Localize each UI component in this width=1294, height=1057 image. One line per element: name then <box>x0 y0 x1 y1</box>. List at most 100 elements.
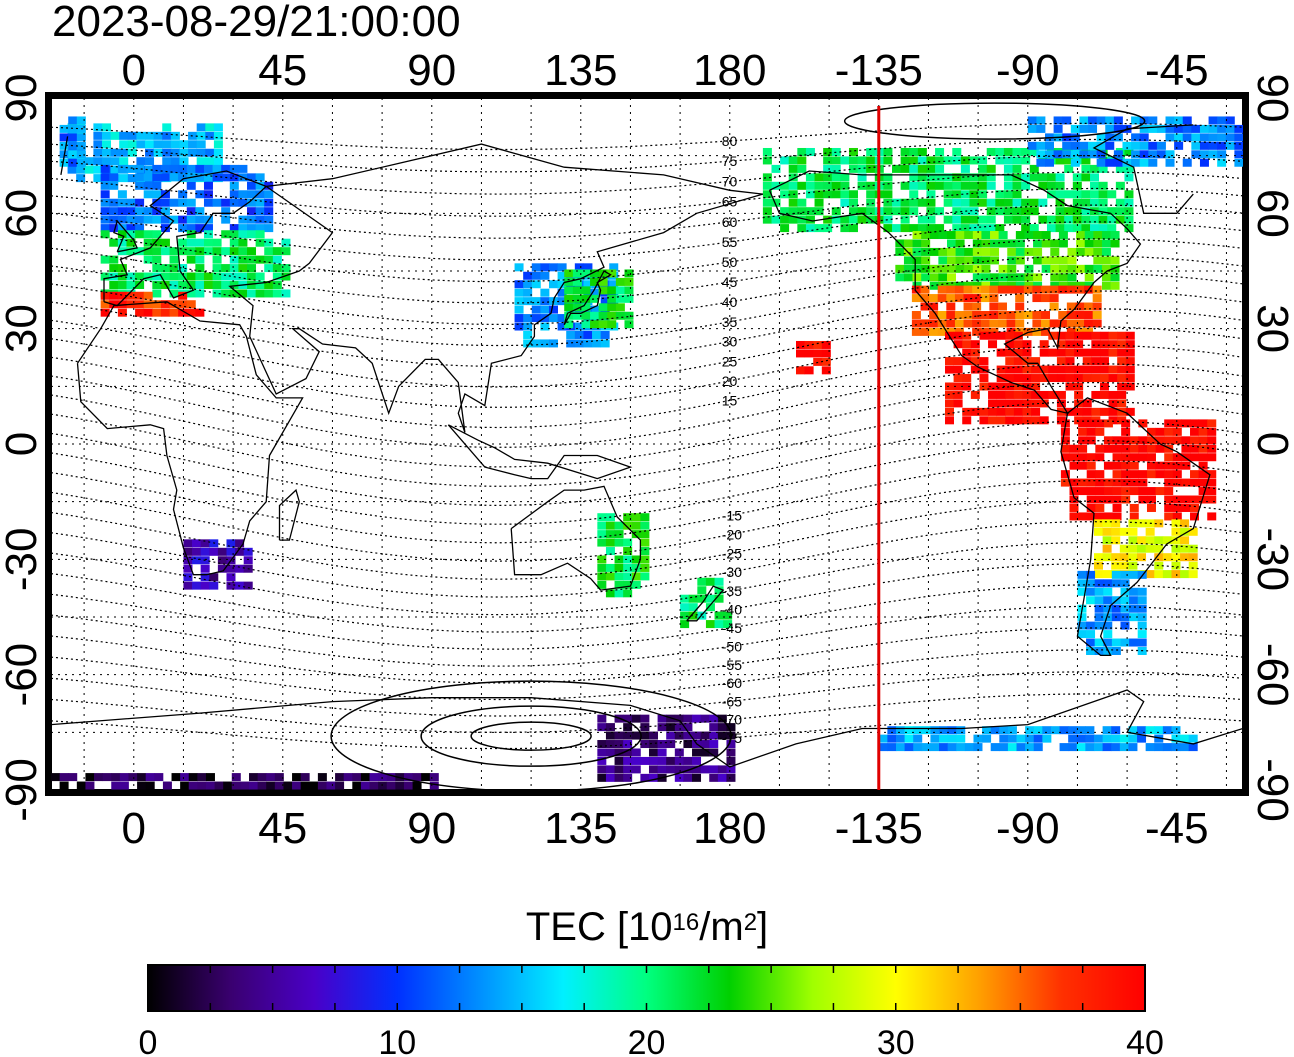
tec-cell <box>954 285 964 294</box>
tec-cell <box>162 781 172 790</box>
tec-cell <box>1086 638 1096 647</box>
tec-cell <box>771 198 781 207</box>
magnetic-latitude-label: -65 <box>722 693 742 709</box>
tec-cell <box>1021 198 1031 207</box>
tec-cell <box>840 224 850 233</box>
tec-cell <box>666 765 676 774</box>
tec-cell <box>109 255 119 264</box>
tec-cell <box>1095 512 1105 521</box>
tec-cell <box>1038 198 1048 207</box>
tec-cell <box>1128 527 1138 536</box>
tec-cell <box>255 280 265 289</box>
tec-cell <box>814 207 824 216</box>
tec-cell <box>1075 302 1085 311</box>
tec-cell <box>926 215 936 224</box>
tec-cell <box>523 280 533 289</box>
tec-cell <box>1012 156 1022 165</box>
tec-cell <box>692 731 702 740</box>
tec-cell <box>1148 158 1158 167</box>
tec-cell <box>192 556 202 565</box>
tec-cell <box>1053 124 1063 133</box>
tec-cell <box>1137 734 1147 743</box>
tec-cell <box>557 322 567 331</box>
tec-cell <box>1165 124 1175 133</box>
tec-cell <box>954 319 964 328</box>
tec-cell <box>1139 124 1149 133</box>
tec-cell <box>840 198 850 207</box>
tec-cell <box>947 726 957 735</box>
tec-cell <box>946 273 956 282</box>
tec-cell <box>84 157 94 166</box>
tec-cell <box>1098 224 1108 233</box>
tec-cell <box>1070 150 1080 159</box>
tec-cell <box>1207 444 1217 453</box>
tec-cell <box>195 190 205 199</box>
tec-cell <box>614 731 624 740</box>
tec-cell <box>1225 141 1235 150</box>
tec-cell <box>981 273 991 282</box>
tec-cell <box>160 215 170 224</box>
tec-cell <box>909 190 919 199</box>
tec-cell <box>195 264 205 273</box>
tec-cell <box>990 256 1000 265</box>
tec-cell <box>623 748 633 757</box>
tec-cell <box>1139 150 1149 159</box>
tec-cell <box>178 224 188 233</box>
tec-cell <box>955 256 965 265</box>
tec-cell <box>1093 247 1103 256</box>
magnetic-latitude-label: 55 <box>722 234 738 250</box>
tec-cell <box>692 765 702 774</box>
tec-cell <box>1086 621 1096 630</box>
tec-cell <box>170 157 180 166</box>
tec-cell <box>997 285 1007 294</box>
tec-cell <box>657 740 667 749</box>
coastline-indonesia <box>447 424 633 480</box>
tec-cell <box>514 297 524 306</box>
tec-cell <box>1050 264 1060 273</box>
tec-cell <box>540 271 550 280</box>
tec-cell <box>378 773 388 782</box>
tec-cell <box>688 603 698 612</box>
tec-cell <box>183 581 193 590</box>
tec-cell <box>969 181 979 190</box>
tec-cell <box>981 256 991 265</box>
tec-cell <box>1086 487 1096 496</box>
tec-cell <box>1217 116 1227 125</box>
tec-cell <box>100 190 110 199</box>
tec-cell <box>523 322 533 331</box>
tec-cell <box>200 564 210 573</box>
tec-cell <box>68 773 78 782</box>
tec-cell <box>1098 181 1108 190</box>
tec-cell <box>848 207 858 216</box>
tec-cell <box>605 731 615 740</box>
tec-cell <box>1036 158 1046 167</box>
tec-cell <box>1234 141 1243 150</box>
tec-cell <box>930 734 940 743</box>
tec-cell <box>135 308 145 317</box>
tec-cell <box>717 765 727 774</box>
tec-cell <box>178 164 188 173</box>
tec-cell <box>929 302 939 311</box>
tec-cell <box>1084 239 1094 248</box>
tec-cell <box>926 164 936 173</box>
tec-cell <box>631 572 641 581</box>
tec-cell <box>592 330 602 339</box>
tec-cell <box>1076 231 1086 240</box>
tec-cell <box>1076 726 1086 735</box>
tec-cell <box>953 365 963 374</box>
tec-cell <box>1092 302 1102 311</box>
tec-cell <box>623 765 633 774</box>
tec-cell <box>109 291 119 300</box>
tec-cell <box>170 140 180 149</box>
tec-cell <box>1021 215 1031 224</box>
tec-cell <box>946 264 956 273</box>
tec-cell <box>1013 390 1023 399</box>
tec-cell <box>186 181 196 190</box>
tec-cell <box>607 311 617 320</box>
tec-cell <box>1128 734 1138 743</box>
tec-cell <box>540 263 550 272</box>
tec-cell <box>972 231 982 240</box>
tec-cell <box>946 302 956 311</box>
tec-cell <box>1146 487 1156 496</box>
coastline-europe <box>103 170 268 307</box>
